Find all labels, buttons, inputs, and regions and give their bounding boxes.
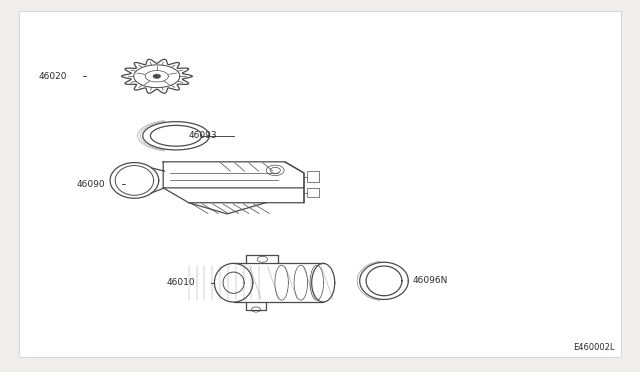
Text: 46093: 46093	[189, 131, 218, 140]
Text: 46096N: 46096N	[413, 276, 448, 285]
Text: E460002L: E460002L	[573, 343, 614, 352]
Text: 46020: 46020	[38, 72, 67, 81]
Circle shape	[153, 74, 161, 78]
FancyBboxPatch shape	[19, 11, 621, 357]
Text: 46010: 46010	[166, 278, 195, 287]
Text: 46090: 46090	[77, 180, 106, 189]
